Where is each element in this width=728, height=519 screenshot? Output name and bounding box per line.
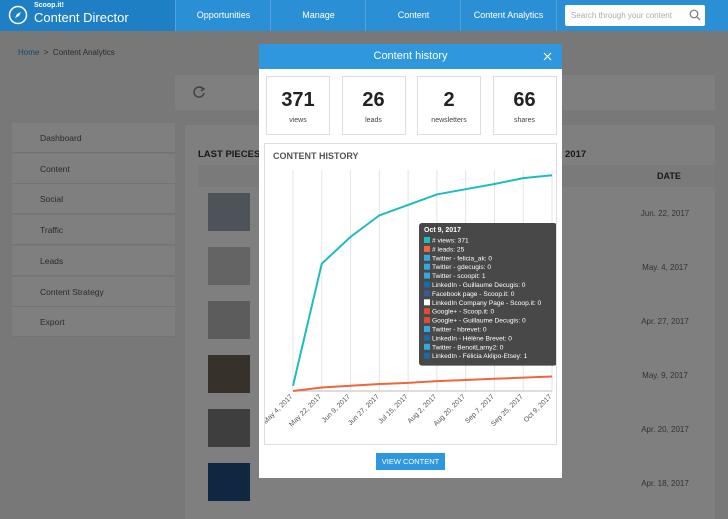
stat-box: 26 leads <box>341 76 406 135</box>
tooltip-swatch <box>424 245 430 252</box>
search-placeholder: Search through your content <box>571 11 672 20</box>
stat-box: 2 newsletters <box>417 76 481 135</box>
modal-title: Content history <box>373 50 448 62</box>
stat-label: newsletters <box>431 117 467 124</box>
line-series <box>292 375 553 392</box>
tooltip-item: # views: 371 <box>432 238 469 245</box>
tooltip-item: Google+ - Guillaume Decugis: 0 <box>432 318 526 325</box>
tooltip-item: Twitter - scoopit: 1 <box>432 273 486 280</box>
tooltip-swatch <box>424 237 430 243</box>
tooltip-swatch <box>424 272 430 279</box>
tooltip-swatch <box>424 263 430 270</box>
stat-label: views <box>289 117 307 124</box>
x-tick-label: Jul 15, 2017 <box>378 393 410 425</box>
stat-value: 66 <box>513 89 536 111</box>
tooltip-swatch <box>424 317 430 324</box>
tooltip-swatch <box>424 299 430 306</box>
logo-area[interactable]: Scoop.it! Content Director <box>0 0 175 31</box>
x-tick-label: Jun 27, 2017 <box>347 393 381 427</box>
tooltip-item: # leads: 25 <box>432 246 465 253</box>
tooltip: Oct 9, 2017 # views: 371# leads: 25 Twitte… <box>419 223 557 366</box>
tooltip-item: Twitter - BenoitLarny2: 0 <box>432 344 504 351</box>
view-content-button[interactable]: VIEW CONTENT <box>376 453 445 470</box>
tooltip-item: LinkedIn - Guillaume Decugis: 0 <box>432 282 526 289</box>
x-tick-label: Jun 9, 2017 <box>321 393 352 424</box>
tooltip-item: Twitter - gdecugis: 0 <box>432 264 491 271</box>
x-tick-label: Aug 2, 2017 <box>407 393 439 425</box>
tooltip-title: Oct 9, 2017 <box>424 227 461 234</box>
nav-item[interactable]: Manage <box>270 0 366 31</box>
top-bar: Scoop.it! Content Director Opportunities… <box>0 0 728 31</box>
tooltip-swatch <box>424 352 430 359</box>
nav-item[interactable]: Opportunities <box>175 0 271 31</box>
tooltip-swatch <box>424 254 430 261</box>
tooltip-swatch <box>424 308 430 315</box>
stat-box: 66 shares <box>492 76 557 135</box>
line-series <box>292 174 553 386</box>
stat-value: 26 <box>362 89 385 111</box>
stat-value: 2 <box>443 89 455 111</box>
tooltip-swatch <box>424 326 430 332</box>
logo-text: Content Director <box>34 10 129 25</box>
tooltip-item: Google+ - Scoop.it: 0 <box>432 309 494 316</box>
logo-top: Scoop.it! <box>34 2 64 9</box>
tooltip-swatch <box>424 343 430 350</box>
tooltip-item: LinkedIn Company Page - Scoop.it: 0 <box>432 300 542 307</box>
chart-title: CONTENT HISTORY <box>273 151 359 161</box>
chart-box: CONTENT HISTORY May 4, 2017 May 22, 2017 J… <box>262 143 557 445</box>
x-tick-label: Sep 7, 2017 <box>464 393 496 425</box>
nav-item[interactable]: Content <box>365 0 461 31</box>
tooltip-item: Twitter - hbrevet: 0 <box>432 327 487 334</box>
tooltip-swatch <box>424 290 430 297</box>
tooltip-bg <box>419 223 557 366</box>
modal: Content history 371 views 26 leads 2 newslett… <box>259 44 562 478</box>
search-box[interactable]: Search through your content <box>565 5 705 26</box>
stat-label: leads <box>365 117 382 124</box>
tooltip-swatch <box>424 281 430 288</box>
x-tick-label: Oct 9, 2017 <box>523 393 554 424</box>
tooltip-item: LinkedIn - Hélène Brevet: 0 <box>432 335 512 342</box>
nav-item[interactable]: Content Analytics <box>460 0 557 31</box>
tooltip-item: Twitter - felicia_ak: 0 <box>432 255 492 262</box>
modal-header: Content history <box>259 44 562 69</box>
tooltip-item: Facebook page - Scoop.it: 0 <box>432 291 515 298</box>
stat-label: shares <box>513 117 535 124</box>
compass-icon <box>8 5 28 25</box>
search-icon <box>689 9 701 21</box>
stat-box: 371 views <box>266 76 330 135</box>
tooltip-item: LinkedIn - Félicia Aklipo-Etsey: 1 <box>432 353 528 360</box>
stat-value: 371 <box>281 89 315 111</box>
close-button[interactable] <box>543 52 552 61</box>
tooltip-swatch <box>424 334 430 341</box>
